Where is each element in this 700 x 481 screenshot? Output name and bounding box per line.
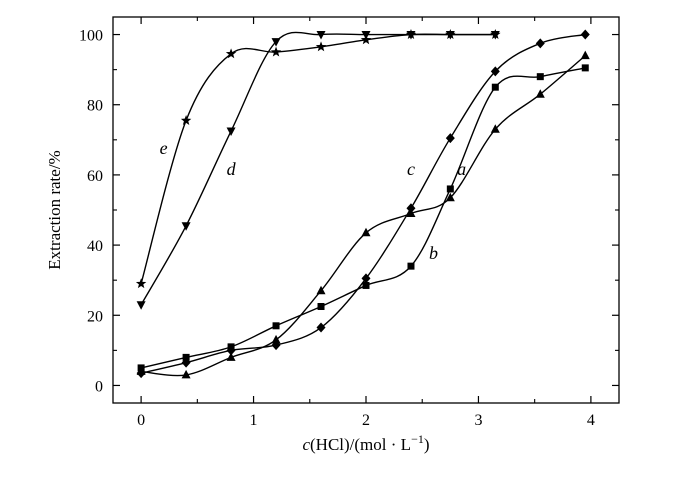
x-axis-title-var: c <box>302 435 310 454</box>
marker-c <box>535 38 545 49</box>
marker-a <box>535 89 545 98</box>
marker-a <box>226 352 236 361</box>
curve-c <box>140 33 586 374</box>
y-axis-title: Extraction rate/% <box>45 150 64 269</box>
y-tick-label: 20 <box>87 308 103 325</box>
y-tick-label: 80 <box>87 98 103 115</box>
x-axis-title-close: ) <box>424 435 430 454</box>
marker-c <box>226 345 236 356</box>
x-tick-label: 1 <box>250 412 258 429</box>
curve-a <box>141 55 586 377</box>
y-tick-label: 100 <box>79 28 103 45</box>
fitted-curves <box>140 31 586 377</box>
curve-label-a: a <box>457 159 466 179</box>
marker-c <box>361 273 371 284</box>
y-tick-label: 60 <box>87 168 103 185</box>
marker-b <box>362 281 370 289</box>
marker-b <box>272 322 280 330</box>
marker-c <box>271 340 281 351</box>
marker-b <box>407 262 415 270</box>
marker-e <box>270 46 282 57</box>
marker-e <box>360 34 372 45</box>
x-tick-label: 3 <box>474 412 482 429</box>
x-tick-label: 0 <box>137 412 145 429</box>
marker-e <box>180 115 192 125</box>
x-axis-title-sup: −1 <box>411 432 424 446</box>
marker-d <box>316 31 326 40</box>
marker-b <box>446 185 454 193</box>
marker-e <box>315 41 327 52</box>
marker-e <box>445 29 456 39</box>
tick-marks <box>113 17 619 403</box>
curve-e <box>140 33 496 284</box>
marker-b <box>317 303 325 310</box>
marker-c <box>445 133 455 144</box>
marker-b <box>137 364 145 372</box>
marker-b <box>491 83 499 91</box>
curve-label-c: c <box>407 159 415 179</box>
marker-c <box>316 322 326 333</box>
x-tick-label: 4 <box>587 412 595 429</box>
x-axis-title: c(HCl)/(mol · L−1) <box>302 432 429 454</box>
marker-d <box>271 38 281 47</box>
marker-c <box>136 368 146 379</box>
curve-label-b: b <box>429 243 438 263</box>
marker-a <box>580 50 590 60</box>
y-tick-label: 0 <box>95 378 103 395</box>
marker-c <box>181 357 191 368</box>
marker-d <box>181 222 191 231</box>
marker-d <box>136 301 146 310</box>
marker-a <box>271 334 281 344</box>
marker-c <box>490 66 500 77</box>
marker-b <box>182 353 190 361</box>
data-markers <box>135 29 590 379</box>
marker-a <box>316 285 326 295</box>
marker-b <box>536 73 544 81</box>
curve-labels: a b c d e <box>160 138 466 263</box>
marker-d <box>226 127 236 137</box>
curve-d <box>140 31 496 306</box>
curve-label-d: d <box>227 159 237 179</box>
curve-label-e: e <box>160 138 168 158</box>
marker-b <box>581 64 589 72</box>
marker-c <box>406 203 416 214</box>
y-tick-label: 40 <box>87 238 103 255</box>
marker-a <box>181 369 191 379</box>
marker-e <box>225 48 237 59</box>
marker-e <box>490 29 501 39</box>
marker-e <box>405 29 417 39</box>
marker-a <box>490 124 500 133</box>
marker-a <box>361 227 371 237</box>
curve-b <box>140 67 586 369</box>
x-axis-title-unit: (HCl)/(mol · L <box>310 435 411 454</box>
x-tick-label: 2 <box>362 412 370 429</box>
marker-e <box>135 278 147 289</box>
marker-a <box>445 192 455 202</box>
marker-c <box>580 29 590 40</box>
